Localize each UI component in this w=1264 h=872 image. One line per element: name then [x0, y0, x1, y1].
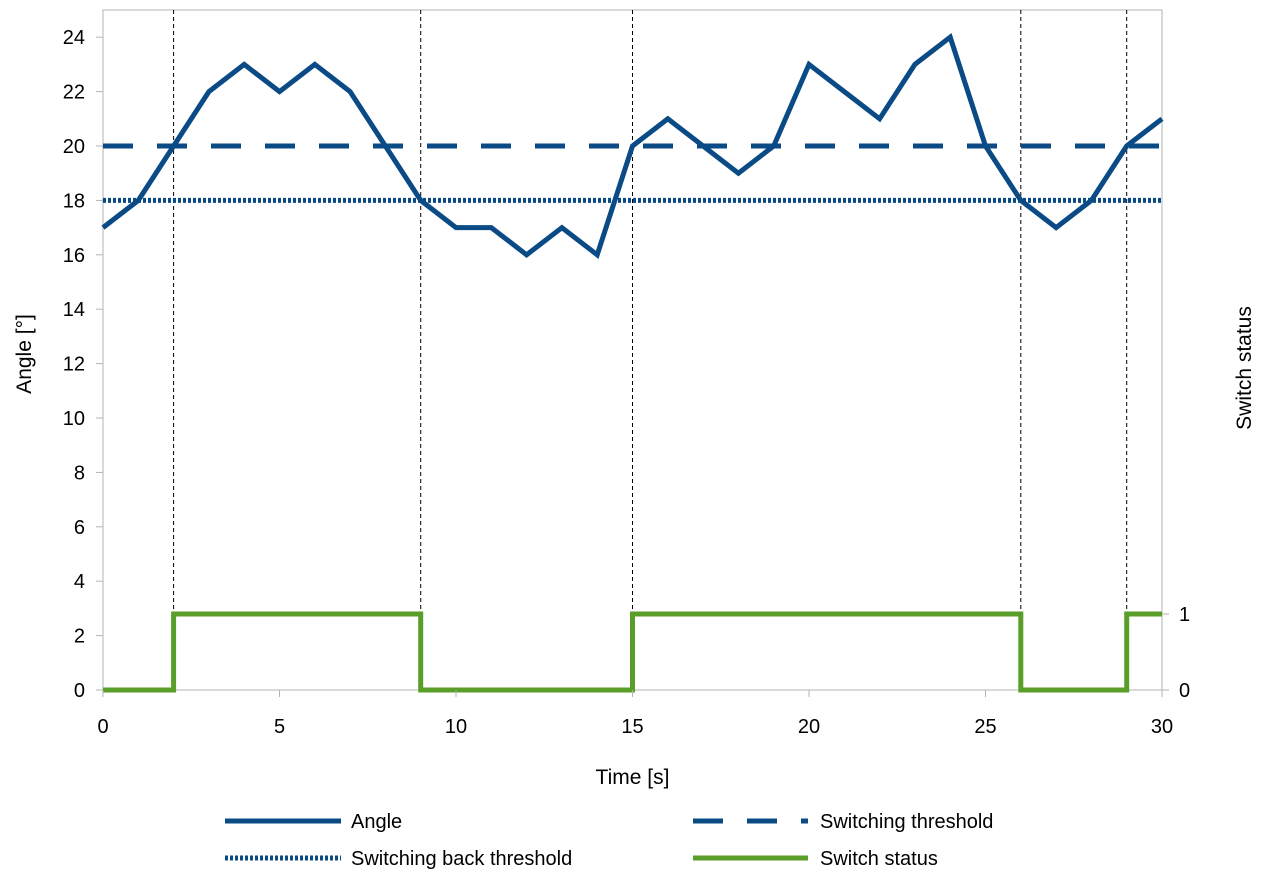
y2-tick-label: 0 [1179, 680, 1190, 702]
x-tick-label: 20 [798, 716, 820, 738]
y-tick-label: 18 [63, 190, 85, 212]
y-tick-label: 20 [63, 136, 85, 158]
y-tick-label: 8 [74, 462, 85, 484]
legend: Angle Switching threshold Switching back t… [225, 811, 993, 870]
y-tick-label: 6 [74, 517, 85, 539]
x-axis-title: Time [s] [596, 766, 670, 789]
y-tick-label: 0 [74, 680, 85, 702]
x-tick-label: 15 [621, 716, 643, 738]
y-tick-label: 22 [63, 82, 85, 104]
y-tick-label: 14 [63, 299, 85, 321]
y-tick-label: 10 [63, 408, 85, 430]
legend-label: Switching back threshold [351, 848, 572, 870]
y2-axis-title: Switch status [1233, 306, 1256, 430]
x-tick-label: 30 [1151, 716, 1173, 738]
y-tick-label: 16 [63, 245, 85, 267]
y-tick-label: 12 [63, 354, 85, 376]
y-tick-label: 2 [74, 626, 85, 648]
series-layer [101, 33, 1164, 693]
x-tick-label: 25 [974, 716, 996, 738]
y-tick-label: 24 [63, 27, 85, 49]
x-tick-label: 5 [274, 716, 285, 738]
vertical-markers [173, 10, 1128, 690]
legend-label: Angle [351, 811, 402, 833]
y-tick-label: 4 [74, 571, 85, 593]
legend-label: Switching threshold [820, 811, 993, 833]
y2-tick-label: 1 [1179, 604, 1190, 626]
x-tick-label: 0 [97, 716, 108, 738]
y-axis-title: Angle [°] [13, 314, 36, 394]
x-tick-label: 10 [445, 716, 467, 738]
legend-label: Switch status [820, 848, 938, 870]
series-line-switch-status [103, 611, 1162, 693]
